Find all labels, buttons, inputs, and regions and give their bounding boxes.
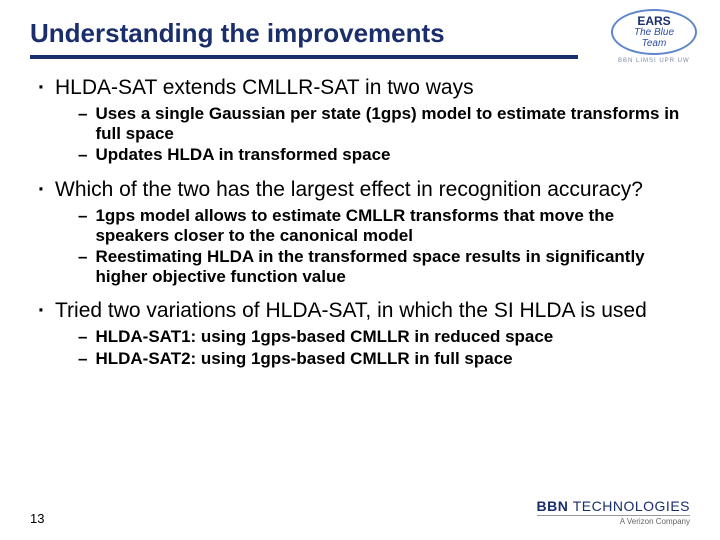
sub-bullet-group: – 1gps model allows to estimate CMLLR tr… [78,206,690,286]
logo-line1: EARS [637,15,670,27]
sub-bullet-text: HLDA-SAT2: using 1gps-based CMLLR in ful… [95,349,512,369]
sub-bullet-group: – Uses a single Gaussian per state (1gps… [78,104,690,165]
sub-bullet-marker: – [78,349,87,369]
sub-bullet-item: – HLDA-SAT2: using 1gps-based CMLLR in f… [78,349,690,369]
sub-bullet-marker: – [78,327,87,347]
bullet-marker: · [38,298,45,323]
ears-logo: EARS The Blue Team BBN LIMSI UPR UW [608,6,700,62]
header: Understanding the improvements [30,18,690,75]
title-underline [30,55,578,59]
bullet-text: Tried two variations of HLDA-SAT, in whi… [55,298,647,323]
sub-bullet-text: 1gps model allows to estimate CMLLR tran… [95,206,690,245]
sub-bullet-item: – 1gps model allows to estimate CMLLR tr… [78,206,690,245]
footer: 13 BBN TECHNOLOGIES A Verizon Company [30,498,690,526]
bbn-tagline: A Verizon Company [537,515,690,526]
sub-bullet-item: – Reestimating HLDA in the transformed s… [78,247,690,286]
sub-bullet-marker: – [78,145,87,165]
logo-line3: Team [642,39,667,49]
sub-bullet-item: – HLDA-SAT1: using 1gps-based CMLLR in r… [78,327,690,347]
logo-line2: The Blue [634,28,674,38]
slide: Understanding the improvements EARS The … [0,0,720,540]
bullet-item: · Tried two variations of HLDA-SAT, in w… [38,298,690,323]
sub-bullet-text: Reestimating HLDA in the transformed spa… [95,247,690,286]
sub-bullet-item: – Updates HLDA in transformed space [78,145,690,165]
sub-bullet-text: Updates HLDA in transformed space [95,145,390,165]
sub-bullet-marker: – [78,104,87,143]
bullet-marker: · [38,177,45,202]
bullet-marker: · [38,75,45,100]
bullet-item: · Which of the two has the largest effec… [38,177,690,202]
sub-bullet-text: HLDA-SAT1: using 1gps-based CMLLR in red… [95,327,553,347]
bbn-bold: BBN [537,498,569,514]
bullet-text: Which of the two has the largest effect … [55,177,643,202]
sub-bullet-item: – Uses a single Gaussian per state (1gps… [78,104,690,143]
sub-bullet-marker: – [78,247,87,286]
sub-bullet-marker: – [78,206,87,245]
logo-ring: BBN LIMSI UPR UW [618,58,690,64]
logo-oval: EARS The Blue Team [611,9,697,55]
sub-bullet-text: Uses a single Gaussian per state (1gps) … [95,104,690,143]
title-block: Understanding the improvements [30,18,578,75]
bbn-company: BBN TECHNOLOGIES [537,498,690,514]
page-number: 13 [30,511,44,526]
bullet-item: · HLDA-SAT extends CMLLR-SAT in two ways [38,75,690,100]
bullet-text: HLDA-SAT extends CMLLR-SAT in two ways [55,75,474,100]
sub-bullet-group: – HLDA-SAT1: using 1gps-based CMLLR in r… [78,327,690,368]
content: · HLDA-SAT extends CMLLR-SAT in two ways… [30,75,690,368]
bbn-logo: BBN TECHNOLOGIES A Verizon Company [537,498,690,526]
bbn-suffix: TECHNOLOGIES [573,498,690,514]
slide-title: Understanding the improvements [30,18,578,49]
